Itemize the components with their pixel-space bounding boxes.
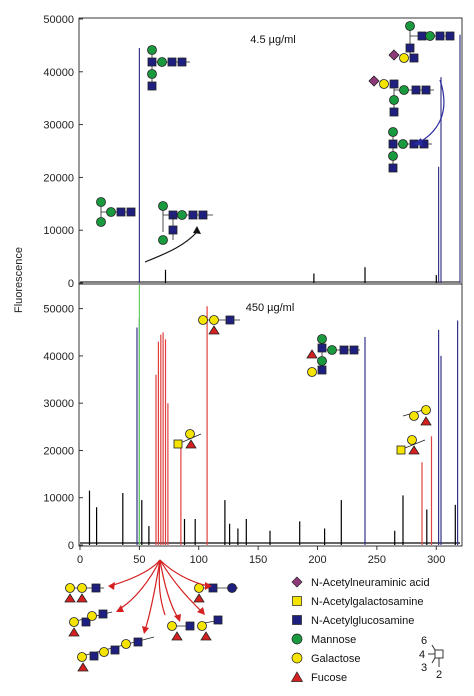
glycan-structures — [64, 21, 455, 672]
ytick-label-top-1: 10000 — [43, 225, 74, 237]
linkage-label-3: 3 — [421, 662, 427, 674]
legend: N-Acetylneuraminic acid N-Acetylgalactosa… — [290, 576, 430, 684]
xtick-label-3: 150 — [249, 554, 267, 566]
legend-symbol-3 — [291, 633, 303, 645]
ytick-label-top-3: 30000 — [43, 120, 74, 132]
linkage-label-6: 6 — [421, 635, 427, 647]
legend-symbol-1 — [292, 596, 302, 606]
xtick-label-0: 0 — [77, 554, 83, 566]
linkage-square — [434, 649, 444, 659]
legend-label-5: Fucose — [311, 672, 347, 684]
ytick-label-bottom-4: 40000 — [43, 351, 74, 363]
legend-symbol-0 — [291, 576, 303, 588]
bottom-panel-frame — [78, 283, 463, 547]
ytick-label-top-2: 20000 — [43, 172, 74, 184]
axis-ticks: 0 10000 20000 30000 40000 50000 0 10000 20000 300… — [43, 14, 445, 566]
ytick-label-bottom-0: 0 — [68, 540, 74, 552]
top-panel-annotation: 4.5 µg/ml — [250, 34, 295, 46]
ytick-label-bottom-1: 10000 — [43, 493, 74, 505]
legend-label-0: N-Acetylneuraminic acid — [311, 577, 430, 589]
ytick-label-bottom-5: 50000 — [43, 304, 74, 316]
bottom-panel-marks — [88, 285, 459, 545]
legend-symbol-5 — [290, 671, 304, 682]
xtick-label-2: 100 — [190, 554, 208, 566]
xtick-label-4: 200 — [308, 554, 326, 566]
ytick-label-top-5: 50000 — [43, 14, 74, 26]
y-axis-label: Fluorescence — [13, 247, 25, 313]
ytick-label-top-0: 0 — [68, 278, 74, 290]
legend-label-4: Galactose — [311, 653, 361, 665]
legend-label-3: Mannose — [311, 634, 356, 646]
legend-label-2: N-Acetylglucosamine — [311, 615, 414, 627]
legend-label-1: N-Acetylgalactosamine — [311, 596, 424, 608]
bottom-panel-annotation: 450 µg/ml — [246, 302, 295, 314]
legend-symbol-4 — [291, 652, 303, 664]
ytick-label-bottom-3: 30000 — [43, 398, 74, 410]
legend-symbol-2 — [292, 615, 302, 625]
xtick-label-6: 300 — [427, 554, 445, 566]
linkage-key: 6 4 3 2 — [419, 635, 444, 681]
linkage-label-2: 2 — [436, 669, 442, 681]
top-panel-marks — [138, 34, 461, 283]
ytick-label-bottom-2: 20000 — [43, 445, 74, 457]
ytick-label-top-4: 40000 — [43, 67, 74, 79]
arrows — [108, 79, 445, 634]
xtick-label-1: 50 — [133, 554, 145, 566]
xtick-label-5: 250 — [368, 554, 386, 566]
linkage-label-4: 4 — [419, 649, 425, 661]
